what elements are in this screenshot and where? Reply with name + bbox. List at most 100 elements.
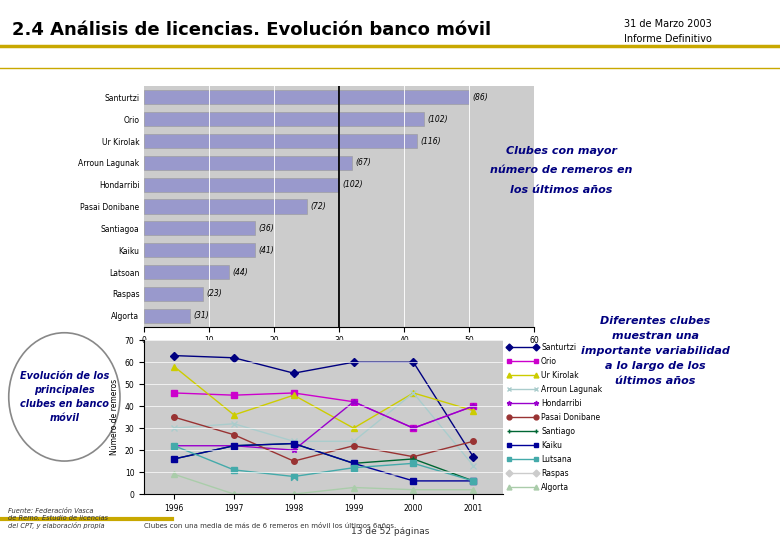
Text: Diferentes clubes
muestran una
importante variabilidad
a lo largo de los
últimos: Diferentes clubes muestran una important…	[581, 316, 729, 386]
Text: Algorta: Algorta	[541, 483, 569, 491]
Santurtzi	[289, 370, 299, 376]
Line: Raspas: Raspas	[172, 469, 476, 486]
Raspas	[409, 469, 418, 475]
Kaiku	[469, 478, 478, 484]
Text: (44): (44)	[232, 268, 248, 276]
Text: Evolución de los
principales
clubes en banco
móvil: Evolución de los principales clubes en b…	[20, 371, 109, 423]
Ur Kirolak	[229, 411, 239, 418]
Bar	[144, 112, 424, 126]
Orio	[169, 390, 179, 396]
Bar	[144, 178, 339, 192]
Algorta	[469, 487, 478, 493]
Santiago	[409, 456, 418, 462]
Bar	[144, 287, 203, 301]
Pasai Donibane	[169, 414, 179, 420]
Arroun Lagunak	[409, 390, 418, 396]
Santurtzi	[349, 359, 358, 366]
Text: (102): (102)	[342, 180, 363, 189]
Raspas	[469, 469, 478, 475]
Hondarribi	[469, 403, 478, 409]
Pasai Donibane	[289, 458, 299, 464]
Text: 13 de 52 páginas: 13 de 52 páginas	[351, 526, 429, 536]
Line: Santurtzi: Santurtzi	[172, 353, 476, 460]
Arroun Lagunak	[289, 438, 299, 444]
Arroun Lagunak	[349, 438, 358, 444]
Text: (67): (67)	[356, 158, 371, 167]
Text: Ur Kirolak: Ur Kirolak	[541, 370, 579, 380]
Line: Algorta: Algorta	[172, 471, 476, 497]
Text: (72): (72)	[310, 202, 326, 211]
Text: Informe Definitivo: Informe Definitivo	[624, 34, 712, 44]
Algorta	[289, 491, 299, 497]
Hondarribi	[229, 442, 239, 449]
Line: Santiago: Santiago	[172, 441, 476, 484]
Santurtzi	[229, 355, 239, 361]
Text: Santurtzi: Santurtzi	[541, 343, 576, 352]
Santurtzi	[409, 359, 418, 366]
Orio	[469, 403, 478, 409]
Line: Orio: Orio	[172, 390, 476, 431]
Text: 2.4 Análisis de licencias. Evolución banco móvil: 2.4 Análisis de licencias. Evolución ban…	[12, 21, 491, 39]
Kaiku	[229, 442, 239, 449]
Raspas	[169, 469, 179, 475]
Algorta	[229, 491, 239, 497]
Bar	[144, 309, 190, 323]
Text: Clubes con una media de más de 6 remeros en móvil los últimos 6años.: Clubes con una media de más de 6 remeros…	[144, 523, 396, 530]
Text: Orio: Orio	[541, 357, 557, 366]
Text: (41): (41)	[258, 246, 274, 255]
Text: Arroun Lagunak: Arroun Lagunak	[541, 384, 602, 394]
Text: Raspas: Raspas	[541, 469, 569, 477]
Text: Fuente: Federación Vasca
de Remo. Estudio de licencias
del CPT, y elaboración pr: Fuente: Federación Vasca de Remo. Estudi…	[8, 508, 108, 529]
Text: Pasai Donibane: Pasai Donibane	[541, 413, 600, 422]
Kaiku	[409, 478, 418, 484]
Arroun Lagunak	[469, 462, 478, 469]
Text: 31 de Marzo 2003: 31 de Marzo 2003	[624, 19, 711, 29]
X-axis label: Media de remeros en móvil en los últimos 6años
Entre paréntesis número de remero: Media de remeros en móvil en los últimos…	[144, 351, 330, 371]
Line: Lutsana: Lutsana	[172, 443, 476, 484]
Santiago	[229, 442, 239, 449]
Algorta	[409, 487, 418, 493]
Line: Ur Kirolak: Ur Kirolak	[172, 364, 476, 431]
Pasai Donibane	[409, 454, 418, 460]
Text: Evolución
banco
móvil: Evolución banco móvil	[16, 129, 97, 188]
Raspas	[229, 478, 239, 484]
Ur Kirolak	[349, 425, 358, 431]
Pasai Donibane	[229, 431, 239, 438]
Santiago	[349, 460, 358, 467]
Santiago	[169, 456, 179, 462]
Text: Kaiku: Kaiku	[541, 441, 562, 450]
Line: Hondarribi: Hondarribi	[172, 399, 476, 453]
Text: Lutsana: Lutsana	[541, 455, 572, 464]
Ur Kirolak	[169, 363, 179, 370]
Hondarribi	[169, 442, 179, 449]
Orio	[289, 390, 299, 396]
Santurtzi	[469, 454, 478, 460]
Ur Kirolak	[409, 390, 418, 396]
Hondarribi	[289, 447, 299, 454]
Hondarribi	[409, 425, 418, 431]
Bar	[144, 221, 255, 235]
Lutsana	[169, 442, 179, 449]
Bar	[144, 265, 229, 279]
Text: los últimos años: los últimos años	[510, 185, 613, 195]
Text: (31): (31)	[193, 311, 209, 320]
Algorta	[169, 471, 179, 477]
Line: Pasai Donibane: Pasai Donibane	[172, 414, 476, 464]
Line: Arroun Lagunak: Arroun Lagunak	[172, 390, 476, 468]
Algorta	[349, 484, 358, 491]
Bar	[144, 134, 417, 148]
Orio	[409, 425, 418, 431]
Orio	[349, 399, 358, 405]
Raspas	[349, 478, 358, 484]
Y-axis label: Número de remeros: Número de remeros	[110, 379, 119, 455]
Kaiku	[289, 440, 299, 447]
Text: Hondarribi: Hondarribi	[541, 399, 582, 408]
Santurtzi	[169, 352, 179, 359]
Text: (116): (116)	[420, 137, 441, 145]
Arroun Lagunak	[229, 421, 239, 427]
Line: Kaiku: Kaiku	[172, 441, 476, 484]
Santiago	[289, 440, 299, 447]
Lutsana	[349, 464, 358, 471]
Bar	[144, 243, 255, 258]
Text: Clubes con mayor: Clubes con mayor	[506, 146, 617, 156]
